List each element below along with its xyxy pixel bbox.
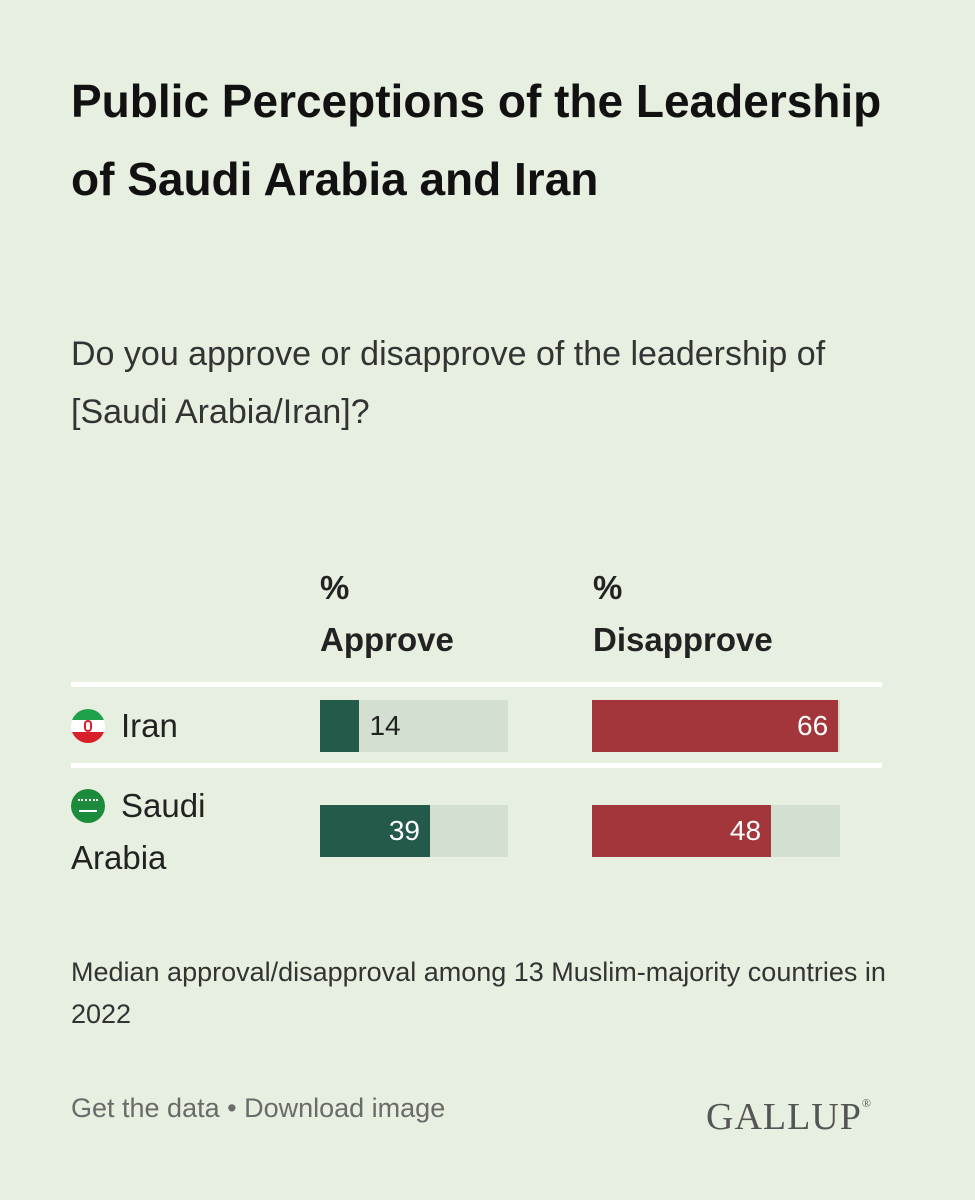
download-image-link[interactable]: Download image xyxy=(244,1093,446,1123)
row-label-saudi-arabia: Saudi Arabia xyxy=(71,780,271,884)
bar-track-approve-saudi-arabia: 39 xyxy=(320,805,508,857)
chart-title: Public Perceptions of the Leadership of … xyxy=(71,75,882,205)
bar-approve-iran xyxy=(320,700,360,752)
data-label-disapprove-iran: 66 xyxy=(797,710,829,741)
column-header-approve: % Approve xyxy=(320,562,580,666)
row-label-iran: Iran xyxy=(71,700,178,752)
bar-track-disapprove-iran: 66 xyxy=(592,700,840,752)
row-label-saudi-arabia-text: Saudi Arabia xyxy=(71,787,206,876)
column-header-disapprove: % Disapprove xyxy=(593,562,853,666)
footer-links: Get the data • Download image xyxy=(71,1088,445,1128)
gallup-logo: GALLUP® xyxy=(706,1096,873,1138)
bar-track-disapprove-saudi-arabia: 48 xyxy=(592,805,840,857)
chart-note: Median approval/disapproval among 13 Mus… xyxy=(71,957,886,1029)
get-data-link[interactable]: Get the data xyxy=(71,1093,220,1123)
column-header-disapprove-line2: Disapprove xyxy=(593,621,773,658)
data-label-disapprove-saudi-arabia: 48 xyxy=(729,815,762,846)
row-divider xyxy=(71,682,882,687)
footer-separator: • xyxy=(227,1093,237,1123)
bar-track-approve-iran: 14 xyxy=(320,700,508,752)
row-label-iran-text: Iran xyxy=(121,707,178,744)
iran-flag-icon xyxy=(71,709,105,743)
bar-approve-saudi-arabia xyxy=(320,805,430,857)
column-header-approve-line2: Approve xyxy=(320,621,454,658)
bar-disapprove-iran xyxy=(592,700,839,752)
saudi-arabia-flag-icon xyxy=(71,789,105,823)
column-header-approve-line1: % xyxy=(320,569,350,606)
chart-subtitle: Do you approve or disapprove of the lead… xyxy=(71,335,826,431)
row-divider xyxy=(71,763,882,768)
column-header-disapprove-line1: % xyxy=(593,569,623,606)
data-label-approve-saudi-arabia: 39 xyxy=(388,815,420,846)
bar-disapprove-saudi-arabia xyxy=(592,805,772,857)
data-label-approve-iran: 14 xyxy=(369,710,401,741)
